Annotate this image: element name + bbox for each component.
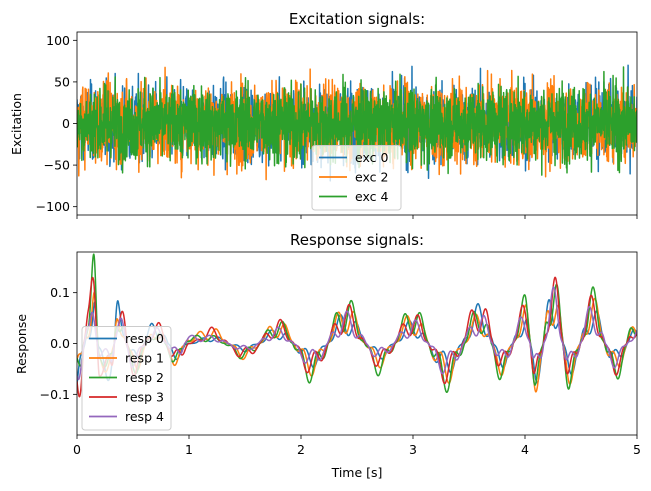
excitation-y-tick-label: 50 (54, 74, 70, 89)
response-y-tick-label: 0.1 (50, 285, 70, 300)
response-x-tick-label: 4 (521, 442, 529, 457)
excitation-legend-label: exc 4 (355, 189, 388, 204)
excitation-legend: exc 0 exc 2 exc 4 (311, 145, 402, 211)
excitation-x-ticks (76, 215, 638, 219)
excitation-y-tick-label: −100 (36, 199, 70, 214)
excitation-axes-frame (76, 31, 638, 216)
excitation-y-tick-label: 100 (46, 33, 70, 48)
response-axes-frame (76, 251, 638, 436)
excitation-legend-label: exc 2 (355, 170, 388, 185)
response-y-ticks: −0.1 0.0 0.1 (40, 285, 77, 402)
response-y-axis-label: Response (14, 314, 29, 374)
response-x-axis-label: Time [s] (331, 465, 383, 480)
response-panel: Response signals: Response Time [s] −0.1… (14, 231, 641, 480)
response-legend-label: resp 3 (125, 390, 164, 405)
response-legend: resp 0 resp 1 resp 2 resp 3 resp 4 (81, 326, 172, 431)
excitation-series-group (77, 64, 637, 182)
excitation-y-tick-label: −50 (44, 158, 70, 173)
response-legend-box (81, 326, 172, 431)
response-legend-label: resp 1 (125, 351, 164, 366)
excitation-y-ticks: −100 −50 0 50 100 (36, 33, 77, 214)
response-x-tick-label: 0 (73, 442, 81, 457)
response-x-tick-label: 3 (409, 442, 417, 457)
excitation-title: Excitation signals: (289, 10, 425, 28)
response-legend-label: resp 4 (125, 409, 164, 424)
excitation-legend-box (311, 145, 402, 211)
response-legend-label: resp 2 (125, 370, 164, 385)
response-y-tick-label: −0.1 (40, 387, 70, 402)
response-title: Response signals: (290, 231, 424, 249)
excitation-series-line-2 (77, 66, 637, 176)
excitation-legend-label: exc 0 (355, 150, 388, 165)
response-x-tick-label: 5 (633, 442, 641, 457)
response-x-ticks: 0 1 2 3 4 5 (73, 435, 641, 457)
response-y-tick-label: 0.0 (50, 336, 70, 351)
response-legend-label: resp 0 (125, 331, 164, 346)
response-x-tick-label: 1 (185, 442, 193, 457)
excitation-y-axis-label: Excitation (9, 93, 24, 155)
response-x-tick-label: 2 (297, 442, 305, 457)
excitation-y-tick-label: 0 (62, 116, 70, 131)
excitation-panel: Excitation signals: Excitation −100 −50 0 5… (9, 10, 638, 219)
